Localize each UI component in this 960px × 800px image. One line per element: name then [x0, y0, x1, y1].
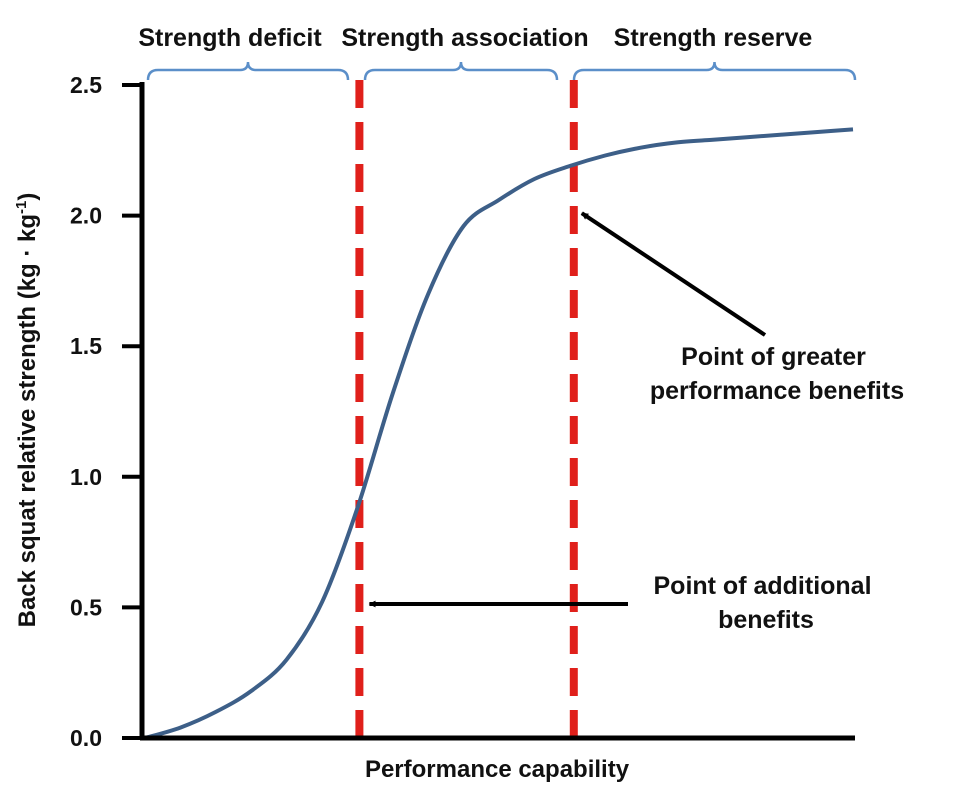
annotation-additional-benefits-line1: Point of additional: [654, 572, 872, 600]
y-axis-label: Back squat relative strength (kg · kg-1): [13, 193, 41, 628]
y-tick-label: 0.0: [70, 725, 102, 751]
annotation-greater-benefits-line1: Point of greater: [681, 343, 866, 371]
region-label-strength-deficit: Strength deficit: [138, 24, 322, 52]
annotation-additional-benefits-line2: benefits: [718, 606, 814, 634]
y-tick-label: 2.0: [70, 203, 102, 229]
strength-curve-line: [144, 127, 854, 740]
y-axis-label-main: Back squat relative strength (kg · kg: [14, 214, 41, 627]
region-brace: [363, 61, 559, 81]
x-axis-label: Performance capability: [365, 756, 630, 783]
region-braces: [146, 61, 857, 81]
y-axis-label-close: ): [14, 193, 41, 201]
region-label-strength-reserve: Strength reserve: [614, 24, 813, 52]
y-tick-label: 1.0: [70, 464, 102, 490]
y-axis-label-superscript: -1: [13, 201, 30, 214]
y-ticks: 0.0 0.5 1.0 1.5 2.0 2.5: [70, 72, 142, 751]
y-tick-label: 1.5: [70, 333, 102, 359]
annotation-greater-benefits: Point of greater performance benefits: [650, 343, 904, 405]
y-tick-label: 0.5: [70, 594, 102, 620]
y-tick-label: 2.5: [70, 72, 102, 98]
annotation-additional-benefits: Point of additional benefits: [654, 572, 879, 634]
region-brace: [572, 61, 857, 81]
region-label-strength-association: Strength association: [341, 24, 588, 52]
arrow-greater-benefits: [580, 211, 767, 337]
region-brace: [146, 61, 350, 81]
annotation-greater-benefits-line2: performance benefits: [650, 377, 904, 405]
